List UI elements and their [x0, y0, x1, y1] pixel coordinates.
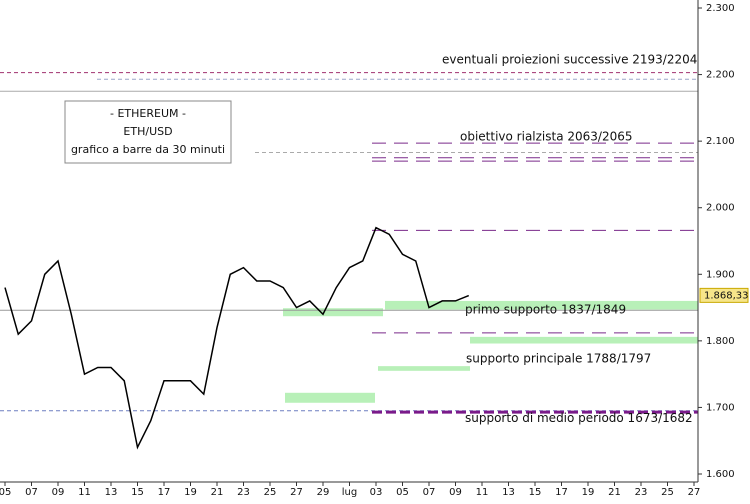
y-tick-label: 2.100 — [706, 136, 735, 147]
support-zone — [283, 308, 383, 317]
annotation: supporto principale 1788/1797 — [466, 351, 651, 365]
x-tick-label: 13 — [502, 487, 515, 498]
y-tick-label: 2.200 — [706, 70, 735, 81]
x-tick-label: 21 — [608, 487, 621, 498]
x-tick-label: 27 — [688, 487, 701, 498]
x-tick-label: 03 — [370, 487, 383, 498]
x-tick-label: 17 — [158, 487, 171, 498]
y-tick-label: 2.300 — [706, 3, 735, 14]
x-tick-label: 25 — [264, 487, 277, 498]
x-tick-label: 07 — [423, 487, 436, 498]
info-box-frame — [64, 100, 232, 164]
x-tick-label: 11 — [476, 487, 489, 498]
support-zone — [378, 366, 470, 371]
x-tick-label: lug — [342, 487, 357, 498]
x-tick-label: 05 — [0, 487, 11, 498]
x-tick-label: 09 — [449, 487, 462, 498]
y-tick-label: 1.700 — [706, 402, 735, 413]
x-tick-label: 11 — [78, 487, 91, 498]
support-zone — [470, 336, 698, 344]
y-tick-label: 1.900 — [706, 269, 735, 280]
x-tick-label: 23 — [237, 487, 250, 498]
x-tick-label: 23 — [635, 487, 648, 498]
x-tick-label: 25 — [661, 487, 674, 498]
x-tick-label: 09 — [52, 487, 65, 498]
x-tick-label: 05 — [396, 487, 409, 498]
support-zone — [385, 300, 698, 310]
annotation: supporto di medio periodo 1673/1682 — [465, 411, 693, 425]
x-tick-label: 15 — [131, 487, 144, 498]
box-line: - ETHEREUM - — [110, 107, 186, 120]
x-tick-label: 19 — [582, 487, 595, 498]
axis-panel — [698, 0, 750, 500]
x-tick-label: 21 — [211, 487, 224, 498]
price-line — [4, 226, 470, 450]
x-tick-label: 19 — [184, 487, 197, 498]
last-price-box — [699, 287, 749, 303]
box-line: grafico a barre da 30 minuti — [71, 143, 225, 156]
x-tick-label: 29 — [317, 487, 330, 498]
y-tick-label: 1.800 — [706, 336, 735, 347]
annotation: primo supporto 1837/1849 — [465, 303, 626, 317]
y-tick-label: 2.000 — [706, 203, 735, 214]
x-tick-label: 27 — [290, 487, 303, 498]
x-tick-label: 17 — [555, 487, 568, 498]
box-line: ETH/USD — [123, 125, 172, 138]
x-tick-label: 13 — [105, 487, 118, 498]
x-tick-label: 07 — [25, 487, 38, 498]
x-tick-label: 15 — [529, 487, 542, 498]
info-box: - ETHEREUM - ETH/USD grafico a barre da … — [64, 100, 232, 164]
support-zone — [285, 392, 375, 403]
annotation: obiettivo rialzista 2063/2065 — [460, 130, 633, 144]
y-tick-label: 1.600 — [706, 469, 735, 480]
last-price-label: 1.868,33 — [704, 290, 749, 301]
annotation: eventuali proiezioni successive 2193/220… — [442, 52, 697, 66]
